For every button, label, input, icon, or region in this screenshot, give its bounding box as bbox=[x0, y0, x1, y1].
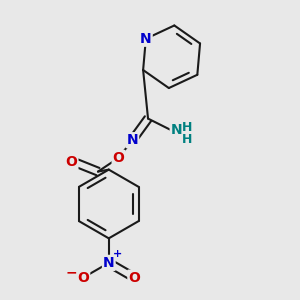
Text: O: O bbox=[128, 271, 140, 285]
Text: N: N bbox=[171, 123, 182, 137]
Text: O: O bbox=[77, 271, 89, 285]
Text: N: N bbox=[103, 256, 115, 270]
Text: H: H bbox=[182, 121, 193, 134]
Text: −: − bbox=[66, 266, 77, 280]
Text: N: N bbox=[140, 32, 152, 46]
Text: O: O bbox=[113, 151, 124, 165]
Text: +: + bbox=[113, 249, 122, 259]
Text: N: N bbox=[127, 133, 138, 147]
Text: O: O bbox=[65, 155, 77, 169]
Text: H: H bbox=[182, 133, 193, 146]
